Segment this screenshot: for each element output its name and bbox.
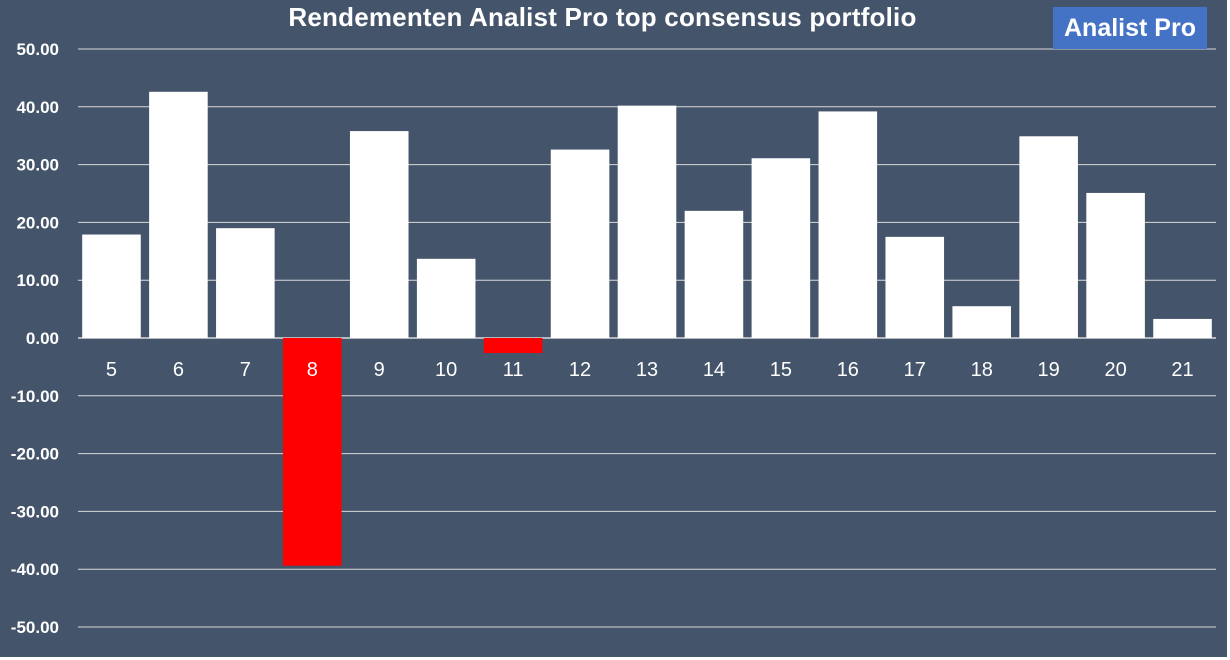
x-category-label: 21 xyxy=(1171,359,1193,381)
bar-16 xyxy=(818,111,878,338)
y-tick-label: -10.00 xyxy=(11,387,59,406)
x-category-label: 20 xyxy=(1104,359,1126,381)
chart-title: Rendementen Analist Pro top consensus po… xyxy=(288,2,917,32)
x-category-label: 7 xyxy=(240,359,251,381)
x-axis-categories: 5 6 7 8 9 10 11 12 13 14 15 16 17 18 19 20 21 xyxy=(106,359,1194,381)
bar-18 xyxy=(952,306,1011,338)
bottom-border xyxy=(0,657,1230,660)
y-tick-label: -20.00 xyxy=(11,445,59,464)
bar-10 xyxy=(416,258,476,338)
bar-13 xyxy=(617,105,677,338)
bar-15 xyxy=(751,158,811,338)
x-category-label: 13 xyxy=(636,359,658,381)
bar-6 xyxy=(149,91,208,338)
bar-17 xyxy=(885,236,945,338)
y-tick-label: 50.00 xyxy=(16,40,59,59)
y-axis-ticks: 50.00 40.00 30.00 20.00 10.00 0.00 -10.00 -20.0… xyxy=(11,40,59,637)
bar-11 xyxy=(483,338,543,354)
y-tick-label: 40.00 xyxy=(16,98,59,117)
bar-12 xyxy=(550,149,610,338)
bar-8 xyxy=(283,338,342,566)
x-category-label: 15 xyxy=(770,359,792,381)
brand-logo: Analist Pro xyxy=(1053,7,1207,49)
x-category-label: 14 xyxy=(703,359,725,381)
bar-19 xyxy=(1019,136,1078,338)
y-tick-label: 30.00 xyxy=(16,156,59,175)
bar-5 xyxy=(82,234,141,338)
x-category-label: 9 xyxy=(374,359,385,381)
x-category-label: 12 xyxy=(569,359,591,381)
x-category-label: 8 xyxy=(307,359,318,381)
bar-14 xyxy=(684,210,744,338)
x-category-label: 16 xyxy=(837,359,859,381)
x-category-label: 11 xyxy=(503,359,524,381)
y-tick-label: -30.00 xyxy=(11,502,59,521)
x-category-label: 17 xyxy=(904,359,926,381)
bar-20 xyxy=(1086,192,1145,338)
x-category-label: 10 xyxy=(435,359,457,381)
bars xyxy=(82,91,1212,566)
bar-7 xyxy=(216,228,275,338)
y-tick-label: -50.00 xyxy=(11,618,59,637)
x-category-label: 18 xyxy=(971,359,993,381)
x-category-label: 19 xyxy=(1038,359,1060,381)
y-tick-label: 10.00 xyxy=(16,271,59,290)
y-tick-label: 20.00 xyxy=(16,213,59,232)
x-category-label: 5 xyxy=(106,359,117,381)
bar-9 xyxy=(349,131,409,338)
x-category-label: 6 xyxy=(173,359,184,381)
bar-21 xyxy=(1153,318,1212,338)
y-tick-label: 0.00 xyxy=(26,329,59,348)
y-tick-label: -40.00 xyxy=(11,560,59,579)
